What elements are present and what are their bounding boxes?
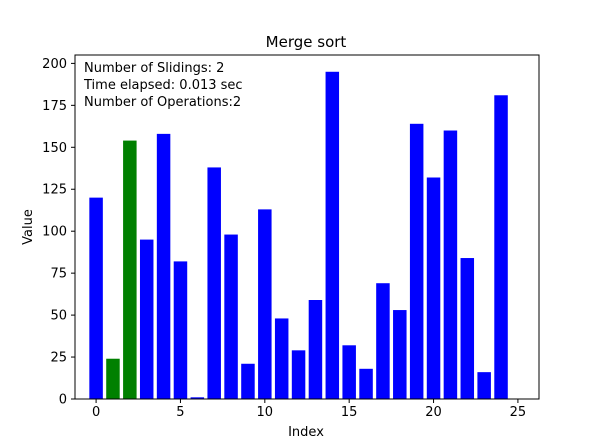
y-tick-label-0: 0	[59, 393, 67, 408]
x-ticks-group: 0 5 10 15 20 25	[92, 399, 526, 420]
bar-19	[409, 123, 424, 400]
bar-15	[342, 345, 356, 399]
bar-3	[139, 239, 154, 399]
bar-24	[494, 95, 508, 400]
x-tick-label-5: 5	[176, 405, 184, 420]
annotations-group: Number of Slidings: 2 Time elapsed: 0.01…	[83, 61, 243, 110]
bar-4	[156, 133, 171, 399]
x-tick-label-15: 15	[341, 405, 358, 420]
x-axis-label: Index	[288, 425, 324, 440]
bar-0	[89, 197, 103, 399]
x-tick-label-10: 10	[257, 405, 274, 420]
annotation-slidings: Number of Slidings: 2	[84, 61, 224, 76]
bar-10	[258, 209, 272, 399]
y-tick-label-125: 125	[42, 183, 67, 198]
bar-18	[393, 310, 407, 399]
y-tick-label-100: 100	[42, 225, 67, 240]
chart-title: Merge sort	[266, 33, 347, 51]
y-tick-label-175: 175	[42, 99, 67, 114]
bar-16	[359, 368, 373, 399]
annotation-operations: Number of Operations:2	[84, 95, 241, 110]
bar-12	[291, 350, 306, 399]
y-tick-label-200: 200	[42, 57, 67, 72]
y-tick-label-75: 75	[50, 267, 67, 282]
x-tick-label-25: 25	[510, 405, 527, 420]
bar-5	[173, 261, 188, 399]
bar-7	[207, 167, 221, 399]
bar-21	[443, 130, 458, 399]
annotation-time-elapsed: Time elapsed: 0.013 sec	[83, 78, 243, 93]
bar-1	[106, 358, 120, 399]
y-tick-label-50: 50	[50, 309, 67, 324]
x-tick-label-0: 0	[92, 405, 100, 420]
bars-group	[89, 71, 508, 400]
y-tick-label-25: 25	[50, 351, 67, 366]
bar-22	[460, 258, 475, 399]
y-tick-label-150: 150	[42, 141, 67, 156]
y-ticks-group: 0 25 50 75 100 125 150 175 200	[42, 57, 75, 408]
bar-23	[477, 372, 491, 399]
bar-17	[376, 283, 390, 399]
bar-11	[274, 318, 289, 399]
bar-9	[241, 363, 255, 399]
bar-2	[123, 140, 137, 399]
bar-20	[426, 177, 441, 399]
bar-6	[190, 397, 205, 399]
y-axis-label: Value	[21, 209, 36, 245]
plot-frame	[74, 54, 540, 400]
bar-13	[308, 300, 323, 399]
bar-8	[224, 234, 238, 399]
bar-14	[325, 71, 340, 399]
x-tick-label-20: 20	[425, 405, 442, 420]
